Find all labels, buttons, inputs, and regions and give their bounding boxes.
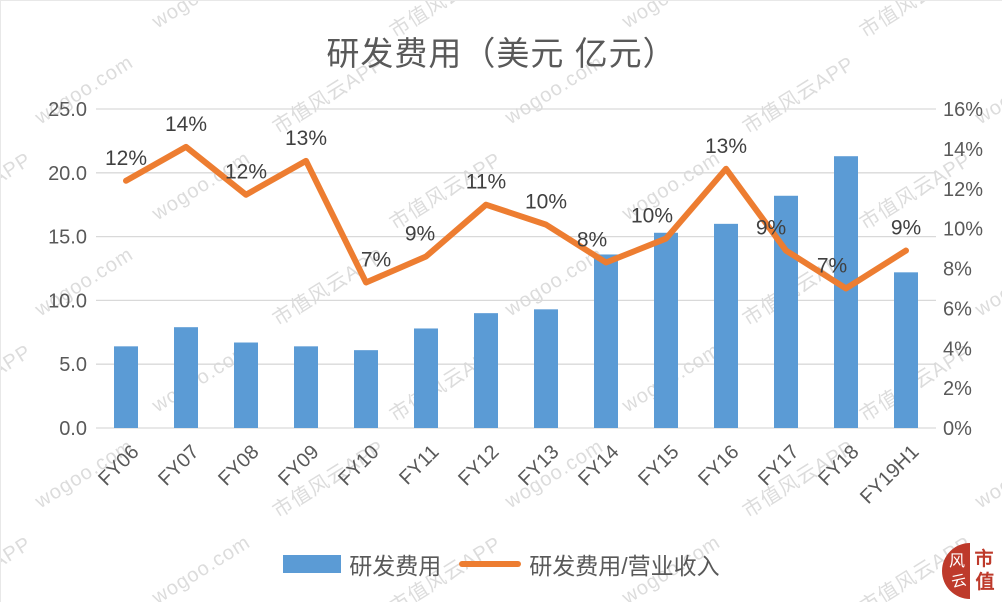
logo-disc-char-feng: 风	[949, 551, 965, 570]
right-axis-tick: 8%	[943, 259, 972, 281]
x-axis-label-FY07: FY07	[154, 441, 203, 490]
right-axis-tick: 16%	[943, 99, 983, 121]
x-axis-label-FY11: FY11	[395, 441, 443, 489]
data-label-FY08: 12%	[225, 161, 267, 184]
ratio-line	[123, 143, 909, 292]
chart-legend: 研发费用 研发费用/营业收入	[1, 547, 1002, 581]
bar-FY15	[654, 232, 678, 428]
data-label-FY10: 7%	[361, 248, 391, 271]
bar-FY12	[474, 313, 498, 428]
bar-FY06	[114, 346, 138, 428]
x-axis-label-FY16: FY16	[694, 441, 743, 490]
logo-divider	[971, 544, 973, 598]
x-axis-label-FY08: FY08	[214, 441, 263, 490]
data-label-FY11: 9%	[405, 223, 435, 246]
bar-FY17	[774, 195, 798, 428]
data-label-FY16: 13%	[705, 135, 747, 158]
data-label-FY06: 12%	[105, 147, 147, 170]
left-axis-tick: 25.0	[48, 99, 87, 121]
right-axis-tick: 2%	[943, 378, 972, 400]
x-axis-label-FY18: FY18	[814, 441, 863, 490]
logo-disc-char-yun: 云	[950, 571, 968, 592]
bar-FY11	[414, 328, 438, 428]
bar-FY09	[294, 346, 318, 428]
right-axis-tick: 0%	[943, 418, 972, 440]
bar-series-label: 研发费用	[349, 553, 442, 579]
left-axis-tick: 0.0	[59, 418, 87, 440]
x-axis-label-FY10: FY10	[334, 441, 383, 490]
bar-FY14	[594, 254, 618, 428]
x-axis-label-FY19H1: FY19H1	[856, 441, 923, 508]
logo-side-char-shi: 市	[974, 547, 993, 570]
x-axis-label-FY06: FY06	[94, 441, 143, 490]
data-label-FY18: 7%	[817, 254, 847, 277]
bar-FY08	[234, 342, 258, 428]
legend-item-bar-series: 研发费用	[283, 547, 441, 581]
logo-side-char-zhi: 值	[975, 570, 994, 593]
right-axis-tick: 12%	[943, 179, 983, 201]
left-axis-tick: 20.0	[48, 163, 87, 185]
left-axis-tick: 10.0	[48, 290, 87, 312]
bar-FY19H1	[894, 272, 918, 428]
bar-FY10	[354, 350, 378, 428]
right-axis-tick: 14%	[943, 139, 983, 161]
x-axis-label-FY13: FY13	[514, 441, 563, 490]
bar-FY16	[714, 223, 738, 428]
x-axis-label-FY12: FY12	[454, 441, 503, 490]
data-label-FY19H1: 9%	[891, 217, 921, 240]
right-axis-tick: 4%	[943, 338, 972, 360]
data-label-FY13: 10%	[525, 191, 567, 214]
data-label-FY09: 13%	[285, 127, 327, 150]
line-series-label: 研发费用/营业收入	[529, 553, 720, 579]
bar-FY13	[534, 309, 558, 428]
chart-title: 研发费用（美元 亿元）	[326, 35, 677, 72]
x-axis-label-FY14: FY14	[574, 441, 623, 490]
legend-item-line-series: 研发费用/营业收入	[459, 547, 720, 581]
left-axis-tick: 5.0	[59, 354, 87, 376]
data-label-FY14: 8%	[577, 229, 607, 252]
data-label-FY12: 11%	[466, 171, 506, 194]
x-axis-label-FY17: FY17	[754, 441, 803, 490]
shizhifengyun-logo: 风 云 市 值	[942, 543, 995, 599]
right-axis-tick: 10%	[943, 219, 983, 241]
data-label-FY17: 9%	[756, 217, 786, 240]
line-series-swatch	[459, 561, 522, 567]
data-label-FY15: 10%	[631, 205, 673, 228]
bar-FY07	[174, 327, 198, 428]
left-axis-tick: 15.0	[48, 227, 87, 249]
bar-series-swatch	[283, 555, 342, 573]
logo-red-disc	[942, 543, 970, 599]
x-axis-label-FY09: FY09	[274, 441, 323, 490]
bar-FY18	[834, 156, 858, 428]
x-axis-label-FY15: FY15	[634, 441, 683, 490]
right-axis-tick: 6%	[943, 298, 972, 320]
data-label-FY07: 14%	[165, 113, 207, 136]
